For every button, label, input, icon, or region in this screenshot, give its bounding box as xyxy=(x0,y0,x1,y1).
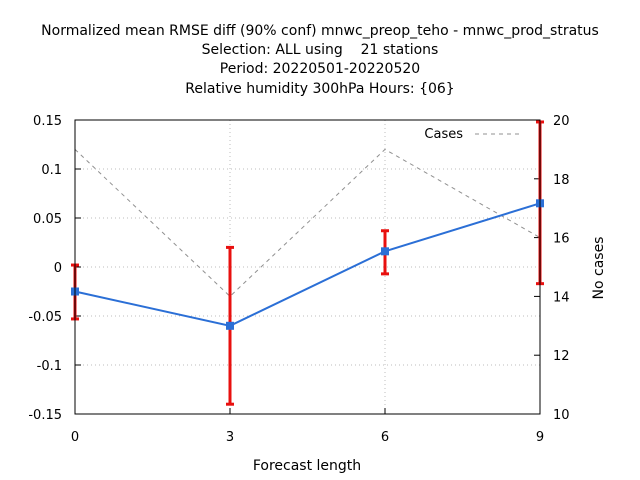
y2-tick-label: 10 xyxy=(553,408,570,423)
y-tick-label: -0.1 xyxy=(37,359,62,374)
y-tick-label: 0.05 xyxy=(33,212,62,227)
x-tick-label: 6 xyxy=(381,430,389,445)
x-tick-label: 9 xyxy=(536,430,544,445)
data-point xyxy=(226,321,234,330)
x-axis-label: Forecast length xyxy=(253,458,361,474)
grid xyxy=(74,119,541,415)
plot-frame xyxy=(74,119,541,415)
y-tick-label: 0 xyxy=(54,261,62,276)
y-tick-label: 0.1 xyxy=(41,163,62,178)
y-tick-label: -0.15 xyxy=(28,408,62,423)
y2-tick-label: 14 xyxy=(553,290,570,305)
title-line-3: Period: 20220501-20220520 xyxy=(220,61,420,77)
legend: Cases xyxy=(424,127,522,142)
title-line-2: Selection: ALL using 21 stations xyxy=(202,42,439,58)
y2-tick-label: 20 xyxy=(553,114,570,129)
legend-label-cases: Cases xyxy=(424,127,463,142)
chart-title: Normalized mean RMSE diff (90% conf) mnw… xyxy=(41,23,599,97)
title-line-1: Normalized mean RMSE diff (90% conf) mnw… xyxy=(41,23,599,39)
main-layer xyxy=(71,120,544,406)
cases-layer xyxy=(74,148,541,298)
data-point xyxy=(381,247,389,256)
title-line-4: Relative humidity 300hPa Hours: {06} xyxy=(185,81,454,97)
y-tick-label: 0.15 xyxy=(33,114,62,129)
y2-tick-label: 16 xyxy=(553,232,570,247)
x-tick-label: 3 xyxy=(226,430,234,445)
y2-tick-label: 18 xyxy=(553,173,570,188)
y2-tick-label: 12 xyxy=(553,349,570,364)
x-tick-label: 0 xyxy=(71,430,79,445)
y2-axis-label: No cases xyxy=(591,237,607,300)
rmse-diff-series-line xyxy=(74,202,541,327)
y-tick-label: -0.05 xyxy=(28,310,62,325)
ticks: 0.15 0.1 0.05 0 -0.05 -0.1 -0.15 0 3 6 9 20 18 16 14 12… xyxy=(28,114,569,445)
cases-series-line xyxy=(74,148,541,298)
